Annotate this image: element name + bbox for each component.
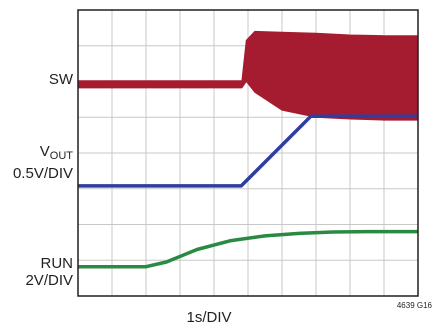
vout-label-main: V xyxy=(39,143,50,160)
plot-frame xyxy=(77,9,419,297)
vout-label-subscript: OUT xyxy=(49,150,73,162)
vout-trace-label: VOUT 0.5V/DIV xyxy=(13,143,73,182)
run-trace xyxy=(78,229,418,269)
figure-id: 4639 G16 xyxy=(396,301,432,310)
vout-trace xyxy=(78,114,418,188)
run-label-text: RUN xyxy=(40,255,74,272)
run-trace-label: RUN 2V/DIV xyxy=(25,255,73,289)
vout-scale-label: 0.5V/DIV xyxy=(12,165,73,182)
sw-label-text: SW xyxy=(48,71,73,88)
run-scale-label: 2V/DIV xyxy=(25,272,73,289)
sw-trace-label: SW xyxy=(49,71,73,88)
x-axis-label: 1s/DIV xyxy=(186,309,232,326)
